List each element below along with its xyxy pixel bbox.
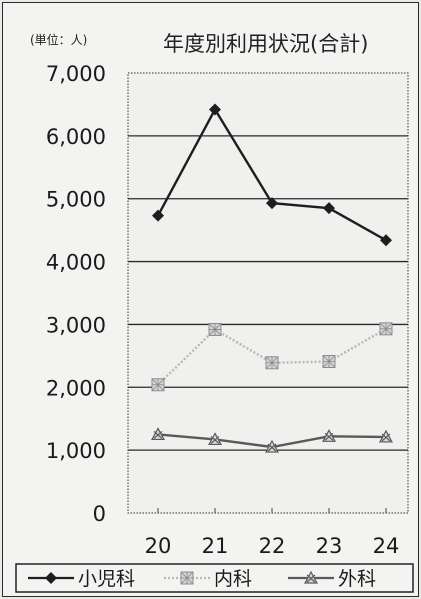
data-point (303, 570, 319, 584)
data-point (45, 572, 57, 584)
x-tick-label: 21 (202, 534, 229, 558)
legend-item: 外科 (288, 568, 376, 590)
data-point (380, 234, 392, 247)
data-point (266, 197, 278, 210)
data-point-cross (210, 436, 220, 444)
data-point (378, 429, 394, 443)
data-point-cross (324, 432, 334, 441)
x-tick-label: 20 (145, 534, 172, 558)
data-point-cross (267, 443, 277, 452)
y-tick-label: 4,000 (46, 251, 106, 275)
data-point-pattern (180, 571, 194, 585)
data-point-pattern (322, 355, 336, 368)
plot-area (127, 72, 409, 514)
data-point-pattern (208, 323, 222, 336)
y-tick-label: 2,000 (46, 376, 106, 400)
data-point-pattern (379, 322, 393, 336)
data-point-cross (381, 433, 391, 442)
legend-item: 小児科 (28, 568, 135, 590)
data-point (323, 202, 335, 215)
data-point-cross (306, 574, 316, 583)
y-tick-label: 0 (93, 502, 106, 526)
data-point (150, 427, 166, 441)
x-axis-ticks: 20 21 22 23 24 (145, 508, 400, 558)
data-point (152, 209, 164, 222)
data-point (209, 103, 221, 116)
data-point (264, 439, 280, 453)
legend-label: 外科 (338, 568, 376, 590)
legend-box (15, 563, 414, 593)
chart-title: 年度別利用状況(合計) (163, 32, 368, 56)
data-point-cross (153, 430, 163, 439)
legend-label: 内科 (214, 568, 252, 590)
y-tick-label: 5,000 (46, 188, 106, 212)
data-point-pattern (265, 356, 279, 370)
x-tick-label: 22 (259, 534, 286, 558)
y-tick-label: 7,000 (46, 62, 106, 86)
series-小児科 (152, 103, 392, 247)
unit-label: (単位：人) (30, 32, 87, 47)
legend-item: 内科 (164, 568, 252, 590)
y-tick-label: 6,000 (46, 125, 106, 149)
y-tick-label: 3,000 (46, 313, 106, 337)
series-内科 (151, 322, 393, 392)
x-tick-label: 23 (316, 534, 343, 558)
x-tick-label: 24 (373, 534, 400, 558)
y-tick-label: 1,000 (46, 439, 106, 463)
series-lines (150, 103, 394, 453)
data-point (207, 432, 223, 446)
legend: 小児科 内科 外科 (28, 568, 376, 590)
series-外科 (150, 427, 394, 453)
data-point (321, 429, 337, 442)
y-axis-ticks: 0 1,000 2,000 3,000 4,000 5,000 6,000 7,000 (46, 62, 106, 526)
data-point-pattern (151, 378, 165, 392)
legend-label: 小児科 (78, 568, 135, 590)
